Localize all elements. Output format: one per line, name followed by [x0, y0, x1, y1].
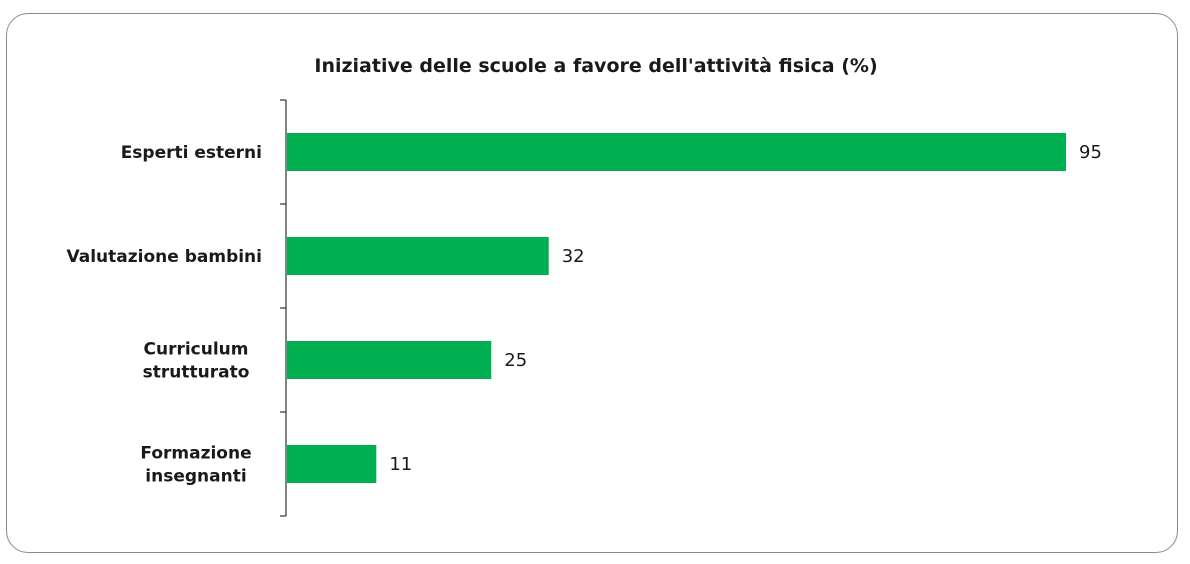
- data-label: 25: [504, 350, 527, 371]
- bar: [287, 341, 492, 379]
- category-label: Valutazione bambini: [67, 247, 262, 267]
- category-labels: Esperti esterni Valutazione bambini Curric…: [67, 143, 262, 487]
- chart-frame: [6, 13, 1178, 553]
- data-labels: 95 32 25 11: [389, 142, 1102, 475]
- bar: [287, 133, 1066, 171]
- category-label: Curriculum strutturato: [143, 340, 250, 383]
- bar: [287, 237, 549, 275]
- category-label: Esperti esterni: [121, 143, 262, 163]
- bar: [287, 445, 377, 483]
- data-label: 11: [389, 454, 412, 475]
- chart-title: Iniziative delle scuole a favore dell'at…: [314, 55, 877, 77]
- data-label: 95: [1079, 142, 1102, 163]
- data-label: 32: [562, 246, 585, 267]
- bars-group: [287, 133, 1066, 483]
- category-label: Formazione insegnanti: [140, 444, 251, 487]
- category-axis: [280, 99, 287, 517]
